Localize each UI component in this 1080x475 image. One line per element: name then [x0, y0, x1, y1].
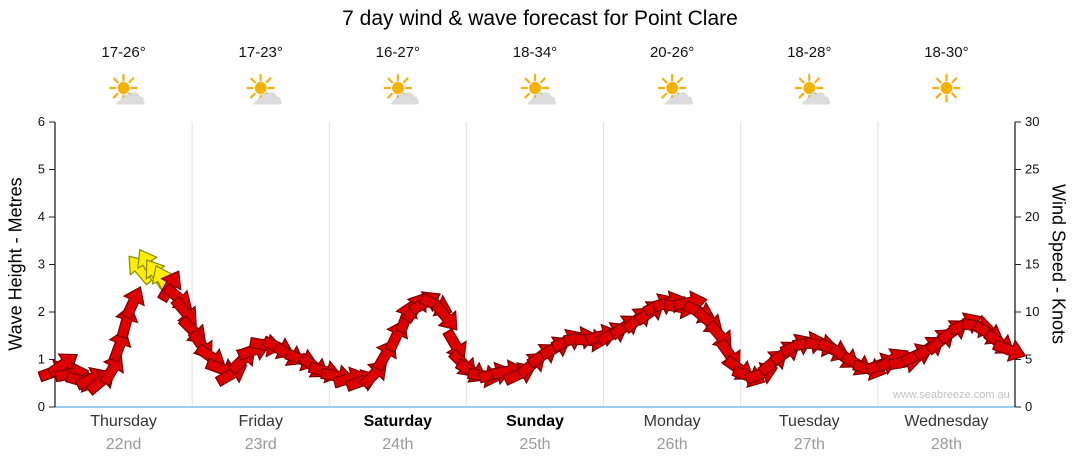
sun-icon: ☀	[878, 66, 1015, 114]
sun-glyph: ☀	[380, 67, 415, 111]
cloud-glyph: ☁	[388, 76, 420, 112]
day-temp: 18-28°	[787, 44, 832, 61]
left-axis-title: Wave Height - Metres	[5, 177, 26, 351]
day-date: 27th	[793, 436, 825, 453]
day-name: Wednesday	[904, 413, 989, 430]
day-column: Wednesday 28th	[878, 413, 1015, 454]
svg-text:2: 2	[38, 304, 45, 319]
svg-text:15: 15	[1025, 257, 1039, 272]
day-date: 28th	[930, 436, 962, 453]
sun-cloud-icon: ☀ ☁	[55, 66, 192, 114]
day-temp: 20-26°	[649, 44, 695, 61]
day-date: 25th	[519, 436, 551, 453]
day-date: 26th	[656, 436, 688, 453]
right-axis-title: Wind Speed - Knots	[1048, 183, 1069, 345]
sun-glyph: ☀	[929, 67, 964, 111]
svg-text:1: 1	[38, 352, 45, 367]
svg-text:20: 20	[1025, 209, 1039, 224]
sun-glyph: ☀	[655, 67, 690, 111]
sun-glyph: ☀	[106, 67, 141, 111]
sun-cloud-icon: ☀ ☁	[329, 66, 466, 114]
svg-text:4: 4	[38, 209, 45, 224]
svg-text:25: 25	[1025, 162, 1039, 177]
day-name: Sunday	[506, 413, 564, 430]
day-temp: 16-27°	[375, 44, 421, 61]
svg-text:30: 30	[1025, 114, 1039, 129]
svg-text:0: 0	[1025, 399, 1032, 414]
watermark: www.seabreeze.com.au	[893, 389, 1010, 401]
day-name: Friday	[238, 413, 283, 430]
day-date: 22nd	[105, 436, 142, 453]
day-name: Thursday	[90, 413, 157, 430]
sun-glyph: ☀	[517, 67, 553, 111]
svg-text:6: 6	[38, 114, 45, 129]
cloud-glyph: ☁	[251, 76, 283, 112]
svg-text:5: 5	[1025, 352, 1032, 367]
cloud-glyph: ☁	[663, 76, 695, 112]
day-name: Tuesday	[778, 413, 840, 430]
day-date: 23rd	[244, 436, 277, 453]
day-temp: 18-30°	[924, 44, 969, 61]
sun-cloud-icon: ☀ ☁	[192, 66, 329, 114]
day-name: Monday	[643, 413, 701, 430]
svg-text:3: 3	[38, 257, 45, 272]
day-column: Thursday 22nd	[55, 413, 192, 454]
day-column: Saturday 24th	[329, 413, 466, 454]
sun-cloud-icon: ☀ ☁	[466, 66, 603, 114]
chart-title: 7 day wind & wave forecast for Point Cla…	[342, 7, 738, 30]
day-date: 24th	[382, 436, 414, 453]
day-column: Tuesday 27th	[741, 413, 878, 454]
sun-glyph: ☀	[243, 67, 278, 111]
svg-text:0: 0	[38, 399, 45, 414]
day-temp: 17-23°	[238, 44, 283, 61]
sun-cloud-icon: ☀ ☁	[604, 66, 741, 114]
temperature-row: 17-26° 17-23° 16-27° 18-34° 20-26° 18-28° 18-3…	[55, 44, 1015, 61]
day-temp: 18-34°	[512, 44, 558, 61]
cloud-glyph: ☁	[800, 76, 832, 112]
svg-text:10: 10	[1025, 304, 1039, 319]
day-temp: 17-26°	[101, 44, 146, 61]
cloud-glyph: ☁	[525, 76, 557, 112]
sun-cloud-icon: ☀ ☁	[741, 66, 878, 114]
day-labels-row: Thursday 22nd Friday 23rd Saturday 24th Sunday…	[55, 413, 1015, 454]
day-column: Sunday 25th	[466, 413, 603, 454]
cloud-glyph: ☁	[114, 76, 146, 112]
svg-text:5: 5	[38, 162, 45, 177]
sun-glyph: ☀	[792, 67, 827, 111]
weather-icons-row: ☀ ☁ ☀ ☁ ☀ ☁ ☀ ☁ ☀ ☁ ☀ ☁ ☀	[55, 66, 1015, 114]
day-column: Monday 26th	[604, 413, 741, 454]
day-column: Friday 23rd	[192, 413, 329, 454]
day-name: Saturday	[363, 413, 433, 430]
